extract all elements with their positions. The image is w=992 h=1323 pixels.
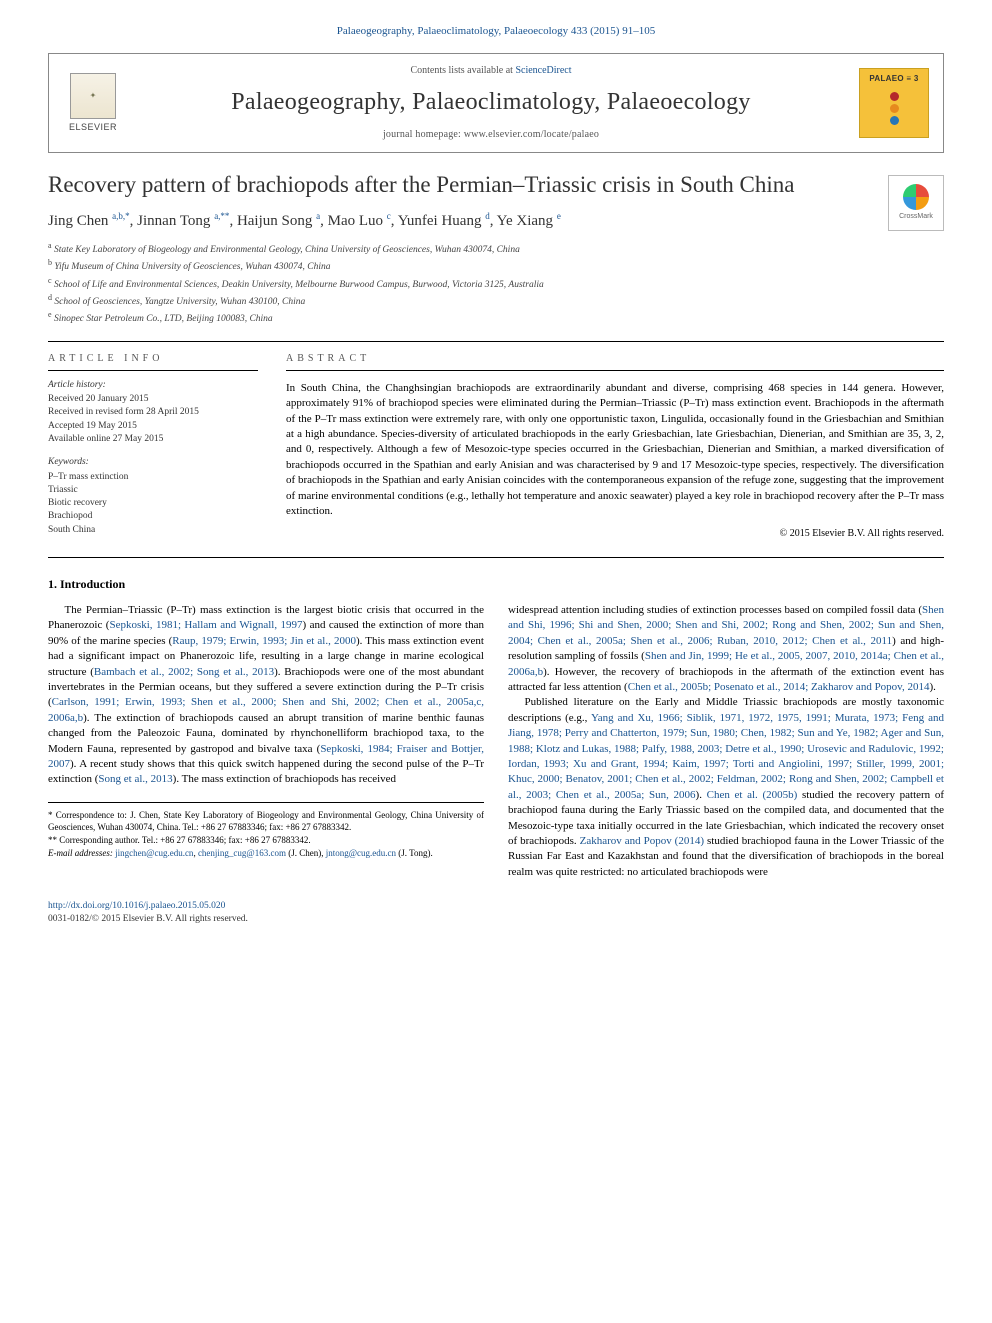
citation-link[interactable]: Chen et al., 2005b; Posenato et al., 201… [628,681,930,693]
footnote-corr1: * Correspondence to: J. Chen, State Key … [48,809,484,834]
intro-p2: Published literature on the Early and Mi… [508,695,944,880]
palaeo-dot-3 [890,116,899,125]
separator-bottom [48,557,944,558]
citation-link[interactable]: Sepkoski, 1984; Fraiser and Bottjer, 200… [48,743,484,770]
citation-link[interactable]: Zakharov and Popov (2014) [580,835,704,847]
elsevier-label: ELSEVIER [69,121,117,134]
keyword-item: Triassic [48,484,258,497]
contents-prefix: Contents lists available at [410,65,515,76]
citation-link[interactable]: Song et al., 2013 [98,773,172,785]
separator-top [48,341,944,342]
keywords-heading: Keywords: [48,456,258,469]
abstract: abstract In South China, the Changhsingi… [286,352,944,542]
affiliation-line: c School of Life and Environmental Scien… [48,275,944,292]
history-item: Received 20 January 2015 [48,393,258,406]
header-center: Contents lists available at ScienceDirec… [139,64,843,142]
bottom-info: http://dx.doi.org/10.1016/j.palaeo.2015.… [48,900,944,927]
citation-link[interactable]: Shen and Shi, 1996; Shi and Shen, 2000; … [508,604,944,647]
keyword-item: P–Tr mass extinction [48,471,258,484]
homepage-url[interactable]: www.elsevier.com/locate/palaeo [464,129,599,140]
citation-link[interactable]: Carlson, 1991; Erwin, 1993; Shen et al.,… [48,696,484,723]
article-info-heading: article info [48,352,258,371]
authors: Jing Chen a,b,*, Jinnan Tong a,**, Haiju… [48,210,944,232]
affiliation-line: e Sinopec Star Petroleum Co., LTD, Beiji… [48,309,944,326]
keyword-item: Biotic recovery [48,497,258,510]
history-item: Accepted 19 May 2015 [48,420,258,433]
doi-link[interactable]: http://dx.doi.org/10.1016/j.palaeo.2015.… [48,901,225,911]
palaeo-badge-dots [890,92,899,125]
email2-who: (J. Chen), [286,848,326,858]
keywords-list: P–Tr mass extinctionTriassicBiotic recov… [48,471,258,537]
history-item: Available online 27 May 2015 [48,433,258,446]
affiliations: a State Key Laboratory of Biogeology and… [48,240,944,327]
history-item: Received in revised form 28 April 2015 [48,406,258,419]
citation-link[interactable]: Yang and Xu, 1966; Siblik, 1971, 1972, 1… [508,712,944,801]
email-3[interactable]: jntong@cug.edu.cn [326,848,396,858]
palaeo-dot-2 [890,104,899,113]
history-list: Received 20 January 2015Received in revi… [48,393,258,446]
top-journal-ref-link[interactable]: Palaeogeography, Palaeoclimatology, Pala… [337,25,655,37]
homepage-prefix: journal homepage: [383,129,464,140]
email-2[interactable]: chenjing_cug@163.com [198,848,286,858]
intro-p1-continued: widespread attention including studies o… [508,603,944,695]
journal-header: ✦ ELSEVIER Contents lists available at S… [48,53,944,153]
citation-link[interactable]: Sepkoski, 1981; Hallam and Wignall, 1997 [109,619,302,631]
abstract-heading: abstract [286,352,944,371]
footnotes: * Correspondence to: J. Chen, State Key … [48,802,484,859]
emails-prefix: E-mail addresses: [48,848,115,858]
issn-line: 0031-0182/© 2015 Elsevier B.V. All right… [48,914,248,924]
journal-homepage: journal homepage: www.elsevier.com/locat… [139,128,843,142]
citation-link[interactable]: Shen and Jin, 1999; He et al., 2005, 200… [508,650,944,677]
intro-heading: 1. Introduction [48,576,944,593]
top-journal-ref: Palaeogeography, Palaeoclimatology, Pala… [48,24,944,39]
citation-link[interactable]: Bambach et al., 2002; Song et al., 2013 [94,666,274,678]
abstract-copyright: © 2015 Elsevier B.V. All rights reserved… [286,527,944,541]
crossmark-icon [903,184,929,210]
email-1[interactable]: jingchen@cug.edu.cn [115,848,193,858]
affiliation-line: a State Key Laboratory of Biogeology and… [48,240,944,257]
history-heading: Article history: [48,379,258,392]
palaeo-badge-label: PALAEO ≡ 3 [869,73,918,84]
palaeo-badge: PALAEO ≡ 3 [859,68,929,138]
intro-p1: The Permian–Triassic (P–Tr) mass extinct… [48,603,484,788]
affiliation-line: b Yifu Museum of China University of Geo… [48,257,944,274]
palaeo-dot-1 [890,92,899,101]
article-info: article info Article history: Received 2… [48,352,258,542]
keyword-item: South China [48,524,258,537]
elsevier-logo: ✦ ELSEVIER [63,68,123,138]
footnote-corr2: ** Corresponding author. Tel.: +86 27 67… [48,834,484,847]
affiliation-line: d School of Geosciences, Yangtze Univers… [48,292,944,309]
article-title: Recovery pattern of brachiopods after th… [48,171,944,200]
footnote-emails: E-mail addresses: jingchen@cug.edu.cn, c… [48,847,484,860]
sciencedirect-link[interactable]: ScienceDirect [515,65,571,76]
citation-link[interactable]: Raup, 1979; Erwin, 1993; Jin et al., 200… [172,635,356,647]
elsevier-tree-icon: ✦ [70,73,116,119]
body-columns: The Permian–Triassic (P–Tr) mass extinct… [48,603,944,880]
citation-link[interactable]: Chen et al. (2005b) [707,789,798,801]
keyword-item: Brachiopod [48,510,258,523]
article-title-text: Recovery pattern of brachiopods after th… [48,172,795,197]
contents-list: Contents lists available at ScienceDirec… [139,64,843,78]
crossmark-badge[interactable]: CrossMark [888,175,944,231]
info-abstract-row: article info Article history: Received 2… [48,352,944,542]
email3-who: (J. Tong). [396,848,433,858]
journal-title: Palaeogeography, Palaeoclimatology, Pala… [139,86,843,120]
abstract-text: In South China, the Changhsingian brachi… [286,381,944,520]
crossmark-label: CrossMark [899,213,933,222]
